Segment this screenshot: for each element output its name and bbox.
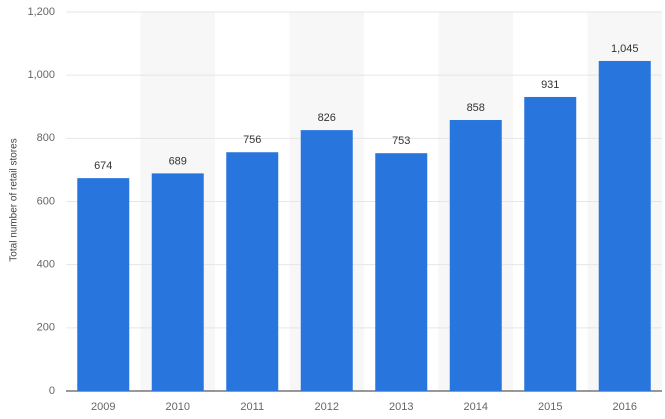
y-tick-label: 200 (37, 322, 55, 334)
bar (151, 173, 204, 391)
value-label: 674 (94, 160, 112, 172)
value-label: 753 (392, 135, 410, 147)
y-tick-label: 600 (37, 195, 55, 207)
x-tick-label: 2016 (613, 401, 637, 413)
y-tick-label: 800 (37, 132, 55, 144)
bar (77, 178, 130, 391)
value-label: 756 (243, 134, 261, 146)
value-label: 858 (467, 102, 485, 114)
x-tick-label: 2015 (538, 401, 562, 413)
bar (449, 120, 502, 391)
bar (375, 153, 428, 391)
bar (598, 60, 651, 392)
bar (300, 130, 353, 391)
y-tick-label: 400 (37, 259, 55, 271)
value-label: 826 (318, 112, 336, 124)
x-tick-label: 2011 (240, 401, 264, 413)
x-tick-label: 2012 (315, 401, 339, 413)
y-axis-label: Total number of retail stores (9, 138, 20, 261)
x-tick-label: 2009 (91, 401, 115, 413)
x-tick-label: 2010 (166, 401, 190, 413)
bar (524, 96, 577, 391)
y-tick-label: 0 (49, 385, 55, 397)
x-tick-label: 2014 (464, 401, 488, 413)
bar (226, 152, 279, 391)
value-label: 689 (169, 155, 187, 167)
x-tick-label: 2013 (389, 401, 413, 413)
y-tick-label: 1,200 (27, 6, 55, 18)
value-label: 931 (541, 79, 559, 91)
y-tick-label: 1,000 (27, 69, 55, 81)
value-label: 1,045 (611, 43, 639, 55)
